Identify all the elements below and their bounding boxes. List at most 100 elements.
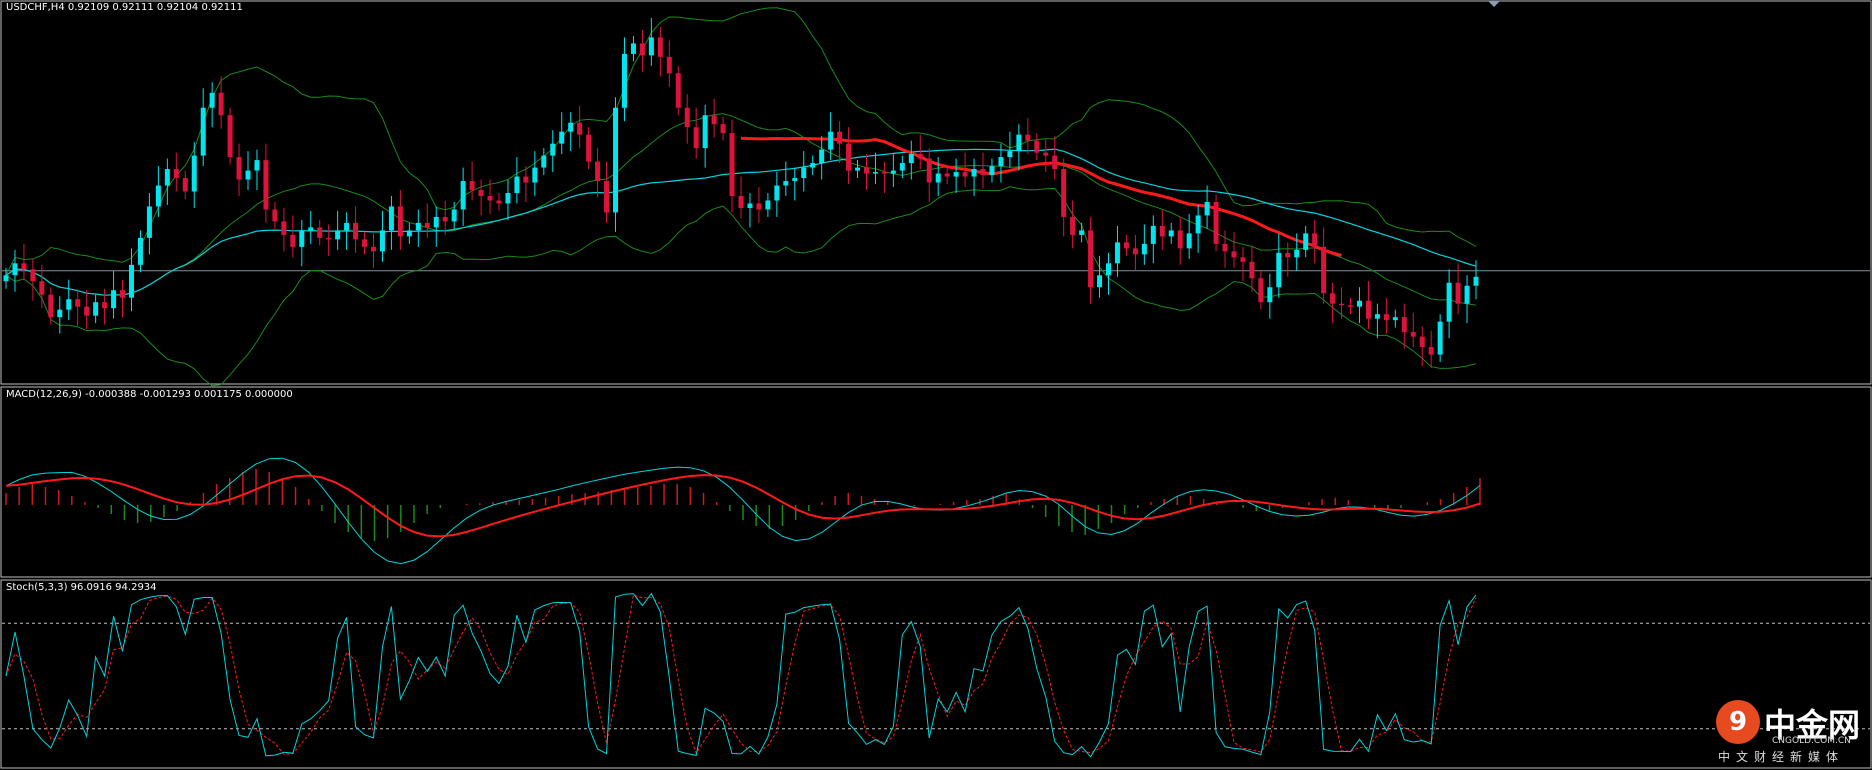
candle-bullish [1356, 300, 1362, 307]
candle-bearish [729, 133, 735, 196]
candle-bearish [684, 107, 690, 128]
candle-bearish [290, 234, 296, 247]
candle-bullish [1473, 276, 1479, 286]
candle-bullish [1186, 233, 1192, 249]
candle-bearish [1428, 347, 1434, 355]
candle-bullish [621, 53, 627, 108]
candle-bearish [657, 37, 663, 57]
candle-bullish [765, 200, 771, 210]
price-pane[interactable] [0, 0, 1872, 385]
candle-bearish [1339, 303, 1345, 306]
candle-bearish [1213, 201, 1219, 244]
candle-bullish [137, 237, 143, 265]
bollinger-middle-line [5, 113, 1477, 306]
candle-bullish [1150, 225, 1156, 244]
candle-bullish [93, 302, 99, 316]
candle-bearish [1231, 251, 1237, 258]
candle-bearish [478, 190, 484, 196]
candle-bearish [30, 269, 36, 282]
candle-bearish [1419, 336, 1425, 348]
candle-bearish [846, 143, 852, 171]
candle-bullish [415, 222, 421, 231]
candle-bearish [1043, 152, 1049, 156]
stoch-d-line [5, 594, 1477, 755]
candle-bearish [371, 246, 376, 252]
candle-bullish [828, 131, 834, 150]
candle-bearish [926, 158, 932, 183]
candle-bullish [254, 160, 260, 171]
candle-bearish [944, 173, 950, 177]
candle-bearish [496, 200, 502, 204]
macd-pane[interactable] [0, 386, 1872, 578]
candle-bearish [1070, 216, 1076, 235]
candle-bearish [1249, 261, 1255, 279]
candle-bullish [1303, 233, 1309, 250]
candle-bullish [1016, 134, 1022, 152]
candle-bullish [935, 173, 941, 183]
candle-bullish [532, 167, 538, 183]
price-pane-label: USDCHF,H4 0.92109 0.92111 0.92104 0.9211… [6, 2, 243, 13]
candle-bullish [908, 154, 914, 164]
stoch-pane-label: Stoch(5,3,3) 96.0916 94.2934 [6, 582, 157, 593]
candle-bullish [971, 169, 977, 177]
stoch-k-line [5, 592, 1477, 758]
candle-bearish [218, 92, 224, 116]
candle-bearish [1052, 155, 1058, 170]
candle-bearish [1061, 169, 1067, 217]
candle-bullish [1114, 242, 1120, 264]
candle-bullish [872, 172, 878, 174]
candle-bullish [810, 163, 816, 168]
candle-bullish [613, 107, 619, 213]
candle-bearish [326, 237, 332, 240]
candle-bullish [191, 155, 197, 192]
candle-bullish [514, 176, 520, 193]
candle-bullish [1141, 243, 1147, 255]
candle-bullish [1276, 252, 1282, 288]
candle-bullish [433, 216, 439, 228]
candle-bullish [630, 43, 636, 54]
candle-bearish [84, 306, 90, 316]
candle-bearish [281, 221, 287, 235]
candle-bearish [720, 124, 726, 134]
candle-bullish [989, 166, 995, 176]
candle-bearish [39, 281, 45, 295]
candle-bearish [881, 172, 887, 174]
candle-bearish [1285, 252, 1291, 258]
candle-bullish [406, 230, 412, 237]
candle-bearish [523, 176, 529, 183]
candle-bearish [362, 239, 368, 247]
candle-bearish [1132, 248, 1138, 255]
candle-bullish [1294, 249, 1300, 258]
candle-bullish [57, 309, 63, 318]
candle-bullish [3, 275, 9, 282]
candle-bearish [962, 172, 968, 177]
candle-bearish [102, 302, 108, 309]
candle-bullish [245, 170, 251, 180]
macd-pane-label: MACD(12,26,9) -0.000388 -0.001293 0.0011… [6, 389, 293, 400]
candle-bullish [209, 92, 215, 108]
candle-bearish [469, 181, 475, 191]
candle-bullish [1195, 215, 1201, 234]
candle-bullish [1464, 285, 1470, 304]
candle-bearish [236, 157, 242, 180]
candle-bearish [1025, 134, 1031, 141]
candle-bullish [164, 169, 170, 186]
stoch-pane[interactable] [0, 579, 1872, 769]
candle-bearish [227, 115, 233, 158]
candle-bullish [460, 181, 466, 210]
candle-bearish [639, 43, 645, 56]
scroll-marker-icon[interactable] [1488, 1, 1500, 7]
candle-bearish [1383, 314, 1389, 321]
candle-bearish [272, 209, 278, 222]
candle-bullish [146, 206, 152, 238]
candle-bearish [917, 154, 923, 159]
candle-bearish [317, 227, 323, 238]
candle-bearish [1240, 257, 1246, 262]
candle-bullish [155, 185, 161, 207]
candle-bullish [128, 264, 134, 298]
candle-bearish [48, 294, 54, 318]
candle-bullish [12, 263, 18, 276]
candle-bearish [75, 299, 81, 307]
candle-bearish [263, 160, 269, 210]
